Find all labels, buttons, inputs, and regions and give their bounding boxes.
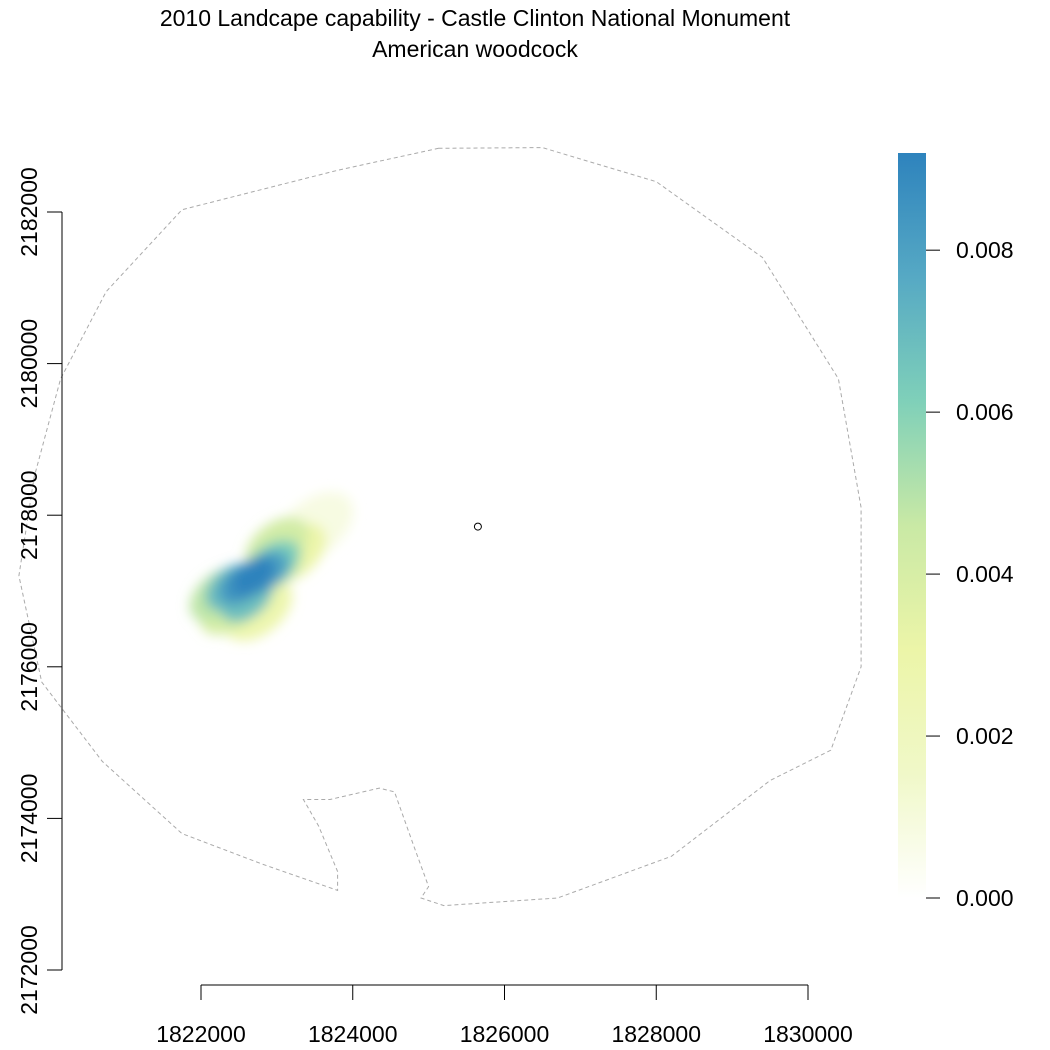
y-tick-label: 2174000 [16, 774, 42, 864]
colorbar-tick-label: 0.002 [956, 723, 1014, 749]
x-axis: 1822000 1824000 1826000 1828000 1830000 [156, 984, 853, 1047]
y-tick-label: 2176000 [16, 622, 42, 712]
x-tick-label: 1822000 [156, 1021, 246, 1047]
x-tick-label: 1826000 [460, 1021, 550, 1047]
chart-title: 2010 Landcape capability - Castle Clinto… [159, 5, 791, 31]
colorbar-tick-label: 0.008 [956, 237, 1014, 263]
colorbar-tick-label: 0.006 [956, 399, 1014, 425]
site-marker [473, 522, 482, 531]
study-area-boundary [18, 147, 862, 907]
y-tick-label: 2180000 [16, 319, 42, 409]
capability-cell [232, 556, 276, 596]
capability-surface [189, 492, 354, 641]
colorbar-tick-label: 0.000 [956, 885, 1014, 911]
x-tick-label: 1830000 [763, 1021, 853, 1047]
colorbar-gradient [898, 153, 926, 898]
site-marker-layer [473, 522, 482, 531]
study-area-boundary-layer [18, 147, 862, 907]
y-tick-label: 2182000 [16, 167, 42, 257]
y-tick-label: 2178000 [16, 470, 42, 560]
colorbar-legend: 0.000 0.002 0.004 0.006 0.008 [898, 153, 1014, 911]
x-tick-label: 1828000 [611, 1021, 701, 1047]
y-tick-label: 2172000 [16, 925, 42, 1015]
colorbar-tick-label: 0.004 [956, 561, 1014, 587]
x-tick-label: 1824000 [308, 1021, 398, 1047]
chart-subtitle: American woodcock [372, 36, 578, 62]
y-axis: 2172000 2174000 2176000 2178000 2180000 21820… [16, 167, 63, 1015]
